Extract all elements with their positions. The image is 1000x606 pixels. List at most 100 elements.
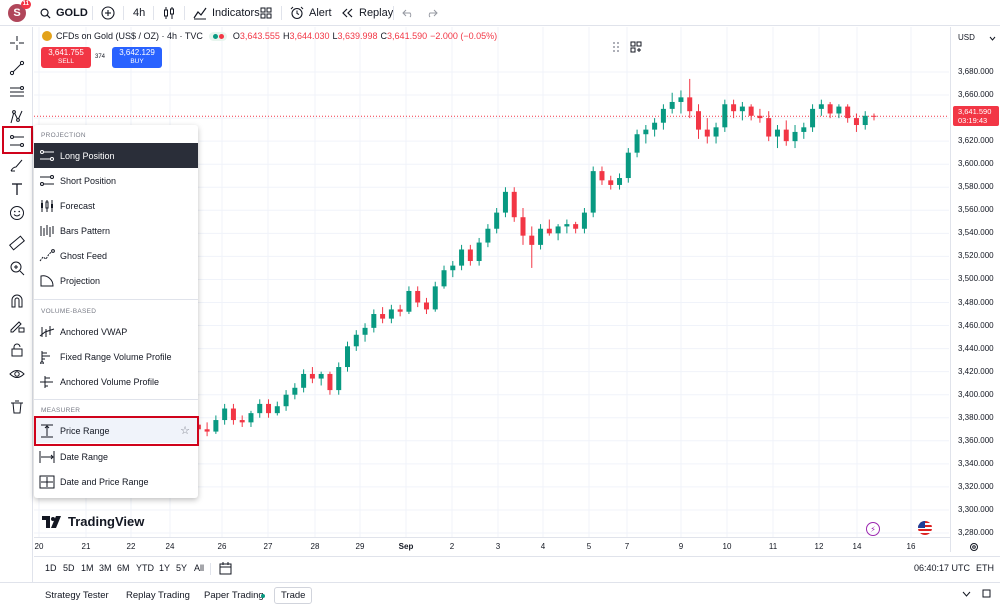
candle: [213, 415, 219, 434]
chevron-down-icon[interactable]: [962, 591, 971, 597]
menu-item-forecast[interactable]: Forecast: [34, 193, 198, 218]
maximize-panel-icon[interactable]: [982, 589, 991, 598]
menu-item-anchored-vwap[interactable]: Anchored VWAP: [34, 319, 198, 344]
anchored-vwap-icon: [39, 324, 55, 340]
candle: [380, 307, 386, 324]
candle: [248, 410, 254, 427]
layout-templates-button[interactable]: [260, 0, 272, 26]
calendar-range-icon[interactable]: [219, 562, 232, 575]
settings-gear-icon[interactable]: [969, 542, 979, 552]
price-tick-label: 3,320.000: [958, 481, 994, 491]
range-5y[interactable]: 5Y: [176, 563, 188, 573]
sell-button[interactable]: 3,641.755 SELL: [41, 47, 91, 68]
hide-drawings-tool[interactable]: [7, 364, 27, 384]
time-axis[interactable]: 20 21 22 24 26 27 28 29 Sep 2 3 4 5 7 9 10 11 12 14 16: [34, 537, 950, 555]
magnet-tool[interactable]: [7, 291, 27, 311]
range-ytd[interactable]: YTD: [136, 563, 154, 573]
ohlc-low-label: L: [332, 31, 338, 41]
undo-icon: [402, 9, 412, 18]
menu-item-price-range[interactable]: Price Range ☆: [34, 418, 198, 443]
candle: [274, 401, 280, 416]
range-1d[interactable]: 1D: [45, 563, 57, 573]
tab-replay-trading[interactable]: Replay Trading: [126, 590, 190, 601]
candle: [748, 104, 754, 121]
replay-button[interactable]: Replay: [341, 0, 393, 26]
price-tick-label: 3,600.000: [958, 159, 994, 169]
range-5d[interactable]: 5D: [63, 563, 75, 573]
long-position-icon: [10, 135, 24, 147]
emoji-tool[interactable]: [7, 203, 27, 223]
lock-drawings-tool[interactable]: [7, 340, 27, 360]
interval-button[interactable]: 4h: [133, 0, 145, 26]
zoom-in-tool[interactable]: [7, 258, 27, 278]
pattern-tool[interactable]: [7, 107, 27, 127]
candle: [669, 92, 675, 114]
candle: [292, 383, 298, 400]
pattern-icon: [10, 110, 23, 124]
compare-symbol-button[interactable]: [101, 0, 115, 26]
bottom-panel-tabs: Strategy Tester Replay Trading Paper Tra…: [0, 582, 1000, 606]
menu-item-date-and-price-range[interactable]: Date and Price Range: [34, 469, 198, 494]
floating-toolbar: [612, 38, 652, 56]
symbol-search[interactable]: GOLD: [40, 0, 88, 26]
lightning-event-icon[interactable]: ⚡: [866, 522, 880, 536]
menu-item-anchored-volume-profile[interactable]: Anchored Volume Profile: [34, 369, 198, 394]
favorite-star-icon[interactable]: ☆: [180, 425, 190, 437]
menu-item-bars-pattern[interactable]: Bars Pattern: [34, 218, 198, 243]
text-tool[interactable]: [7, 179, 27, 199]
tab-paper-trading[interactable]: Paper Trading: [204, 590, 264, 601]
tab-strategy-tester[interactable]: Strategy Tester: [45, 590, 109, 601]
menu-item-long-position[interactable]: Long Position: [34, 143, 198, 168]
menu-item-date-range[interactable]: Date Range: [34, 444, 198, 469]
drag-handle-icon[interactable]: [612, 41, 620, 53]
currency-label[interactable]: USD: [958, 33, 975, 42]
logo-text: TradingView: [68, 514, 145, 529]
utc-clock[interactable]: 06:40:17 UTC: [914, 563, 971, 573]
alarm-clock-icon: [290, 6, 304, 20]
range-all[interactable]: All: [194, 563, 205, 573]
prediction-measurement-tool[interactable]: [7, 131, 27, 151]
menu-item-short-position[interactable]: Short Position: [34, 168, 198, 193]
time-tick-label: 12: [814, 542, 824, 551]
undo-button[interactable]: [402, 0, 414, 26]
candle: [204, 422, 210, 437]
range-1m[interactable]: 1M: [81, 563, 94, 573]
range-1y[interactable]: 1Y: [159, 563, 171, 573]
price-tick-label: 3,360.000: [958, 435, 994, 445]
crosshair-tool[interactable]: [7, 33, 27, 53]
candle: [362, 323, 368, 342]
chart-type-button[interactable]: [162, 0, 176, 26]
menu-item-label: Fixed Range Volume Profile: [60, 351, 172, 362]
redo-button[interactable]: [426, 0, 438, 26]
connected-dot-icon: [261, 594, 265, 598]
range-3m[interactable]: 3M: [99, 563, 112, 573]
menu-item-ghost-feed[interactable]: Ghost Feed: [34, 243, 198, 268]
candle: [318, 371, 324, 386]
remove-drawings-tool[interactable]: [7, 397, 27, 417]
fib-tool[interactable]: [7, 82, 27, 102]
price-tick-label: 3,520.000: [958, 251, 994, 261]
session-label[interactable]: ETH: [976, 563, 994, 573]
menu-item-projection[interactable]: Projection: [34, 268, 198, 293]
buy-button[interactable]: 3,642.129 BUY: [112, 47, 162, 68]
time-tick-label: 16: [906, 542, 916, 551]
menu-item-fixed-range-volume-profile[interactable]: Fixed Range Volume Profile: [34, 344, 198, 369]
time-tick-label: 11: [768, 542, 778, 551]
candle: [783, 120, 789, 146]
menu-item-label: Price Range: [60, 425, 110, 436]
us-flag-icon[interactable]: [918, 521, 932, 535]
range-6m[interactable]: 6M: [117, 563, 130, 573]
stay-in-drawing-mode-tool[interactable]: [7, 316, 27, 336]
ruler-tool[interactable]: [7, 233, 27, 253]
price-tick-label: 3,480.000: [958, 297, 994, 307]
user-avatar[interactable]: S 11: [8, 0, 31, 22]
brush-tool[interactable]: [7, 155, 27, 175]
object-tree-icon[interactable]: [630, 41, 642, 53]
alert-button[interactable]: Alert: [290, 0, 332, 26]
price-chart[interactable]: [34, 27, 949, 537]
time-tick-label: 22: [126, 542, 136, 551]
ohlc-close-value: 3,641.590: [387, 31, 428, 41]
tab-trade[interactable]: Trade: [274, 587, 313, 604]
trend-line-tool[interactable]: [7, 58, 27, 78]
indicators-button[interactable]: Indicators: [193, 0, 260, 26]
